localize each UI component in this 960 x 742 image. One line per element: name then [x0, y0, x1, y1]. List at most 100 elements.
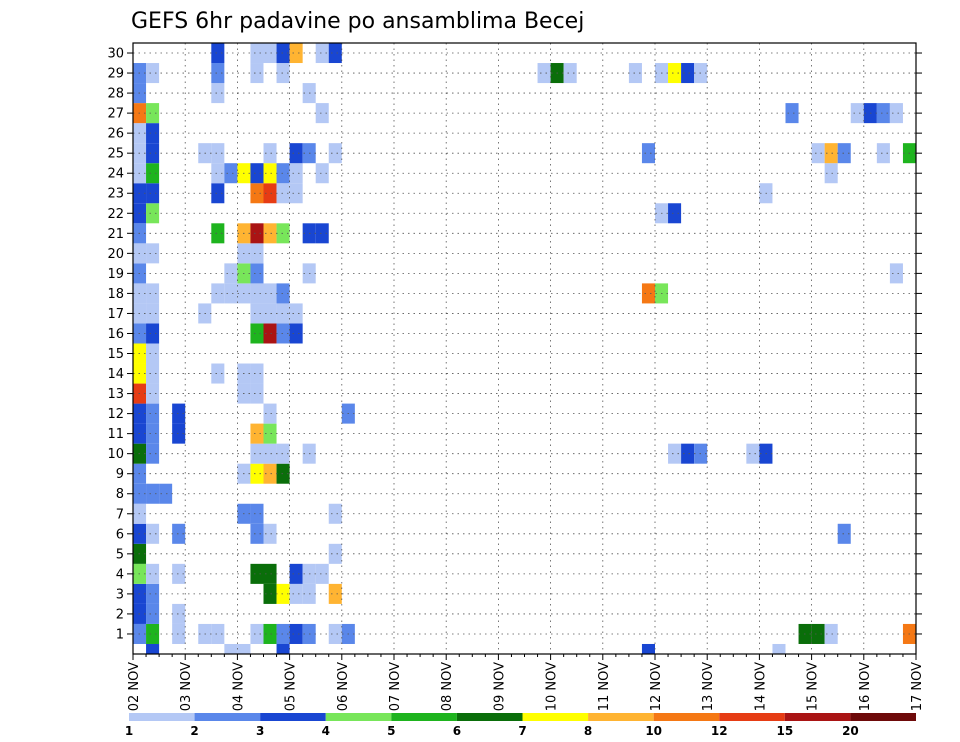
heatmap-cell [772, 643, 786, 654]
legend-label: 2 [190, 724, 198, 738]
y-tick-label: 1 [116, 627, 124, 642]
heatmap-cell [668, 443, 682, 464]
heatmap-cell [172, 403, 186, 424]
heatmap-cell [641, 283, 655, 304]
x-tick-label: 13 NOV [701, 662, 716, 711]
heatmap-cell [876, 143, 890, 164]
heatmap-cell [824, 163, 838, 184]
x-tick-label: 11 NOV [597, 662, 612, 711]
heatmap-cell [146, 283, 160, 304]
y-tick-label: 15 [107, 347, 124, 362]
heatmap-cell [250, 423, 264, 444]
heatmap-cell [263, 143, 277, 164]
heatmap-cell [289, 183, 303, 204]
legend-swatch [653, 713, 720, 721]
heatmap-cell [146, 383, 160, 404]
heatmap-cell [250, 183, 264, 204]
y-tick-label: 25 [107, 147, 124, 162]
heatmap-cell [224, 643, 238, 654]
heatmap-cell [250, 323, 264, 344]
heatmap-cell [146, 443, 160, 464]
y-tick-label: 5 [116, 547, 124, 562]
y-tick-label: 30 [107, 47, 124, 62]
x-tick-label: 16 NOV [858, 662, 873, 711]
y-tick-label: 18 [107, 287, 124, 302]
heatmap-cell [276, 63, 290, 84]
heatmap-cell [315, 103, 329, 124]
heatmap-cell [146, 183, 160, 204]
y-tick-label: 16 [107, 327, 124, 342]
legend-swatch [325, 713, 392, 721]
heatmap-cell [668, 63, 682, 84]
heatmap-cell [211, 163, 225, 184]
legend-swatch [784, 713, 851, 721]
heatmap-cell [263, 423, 277, 444]
heatmap-cell [811, 623, 825, 644]
heatmap-cell [250, 263, 264, 284]
y-tick-label: 20 [107, 247, 124, 262]
y-tick-label: 24 [107, 167, 124, 182]
legend-label: 7 [518, 724, 526, 738]
heatmap-cell [250, 443, 264, 464]
y-tick-label: 23 [107, 187, 124, 202]
x-tick-label: 10 NOV [545, 662, 560, 711]
heatmap-cell [289, 143, 303, 164]
heatmap-cell [289, 43, 303, 64]
heatmap-cell [641, 643, 655, 654]
heatmap-cell [211, 283, 225, 304]
heatmap-cell [211, 623, 225, 644]
heatmap-cell [276, 163, 290, 184]
y-tick-label: 26 [107, 127, 124, 142]
heatmap-cell [263, 563, 277, 584]
heatmap-cell [315, 163, 329, 184]
plot-frame [132, 42, 917, 655]
heatmap-cell [172, 623, 186, 644]
heatmap-cell [850, 103, 864, 124]
heatmap-cell [315, 563, 329, 584]
heatmap-cell [824, 143, 838, 164]
y-tick-label: 27 [107, 107, 124, 122]
y-tick-label: 19 [107, 267, 124, 282]
heatmap-cell [315, 43, 329, 64]
heatmap-cell [276, 643, 290, 654]
x-tick-label: 02 NOV [127, 662, 142, 711]
heatmap-cell [328, 543, 342, 564]
legend-label: 20 [842, 724, 859, 738]
chart-title: GEFS 6hr padavine po ansamblima Becej [131, 9, 584, 34]
heatmap-cell [276, 183, 290, 204]
heatmap-cell [146, 123, 160, 144]
heatmap-cell [641, 143, 655, 164]
heatmap-cell [537, 63, 551, 84]
heatmap-cell [837, 523, 851, 544]
heatmap-cell [889, 263, 903, 284]
heatmap-cell [276, 223, 290, 244]
heatmap-cell [146, 63, 160, 84]
heatmap-cell [276, 463, 290, 484]
heatmap-cell [746, 443, 760, 464]
y-tick-label: 8 [116, 487, 124, 502]
heatmap-cell [211, 43, 225, 64]
x-tick-label: 06 NOV [336, 662, 351, 711]
y-tick-label: 10 [107, 447, 124, 462]
heatmap-cell [146, 203, 160, 224]
heatmap-cell [250, 363, 264, 384]
heatmap-cell [146, 343, 160, 364]
legend-swatch [391, 713, 457, 721]
heatmap-cell [328, 623, 342, 644]
heatmap-cell [172, 603, 186, 624]
heatmap-cell [224, 283, 238, 304]
heatmap-cell [263, 463, 277, 484]
color-legend: 1 2 3 4 5 6 7 8 10 12 15 20 [125, 713, 916, 738]
heatmap-cell [289, 163, 303, 184]
legend-swatch [719, 713, 785, 721]
legend-label: 3 [256, 724, 264, 738]
heatmap-cell [224, 263, 238, 284]
x-tick-label: 04 NOV [231, 662, 246, 711]
heatmap-cell [146, 243, 160, 264]
heatmap-cell [146, 483, 160, 504]
heatmap-cell [837, 143, 851, 164]
heatmap-cell [146, 603, 160, 624]
heatmap-cell [289, 583, 303, 604]
heatmap-cell [263, 323, 277, 344]
